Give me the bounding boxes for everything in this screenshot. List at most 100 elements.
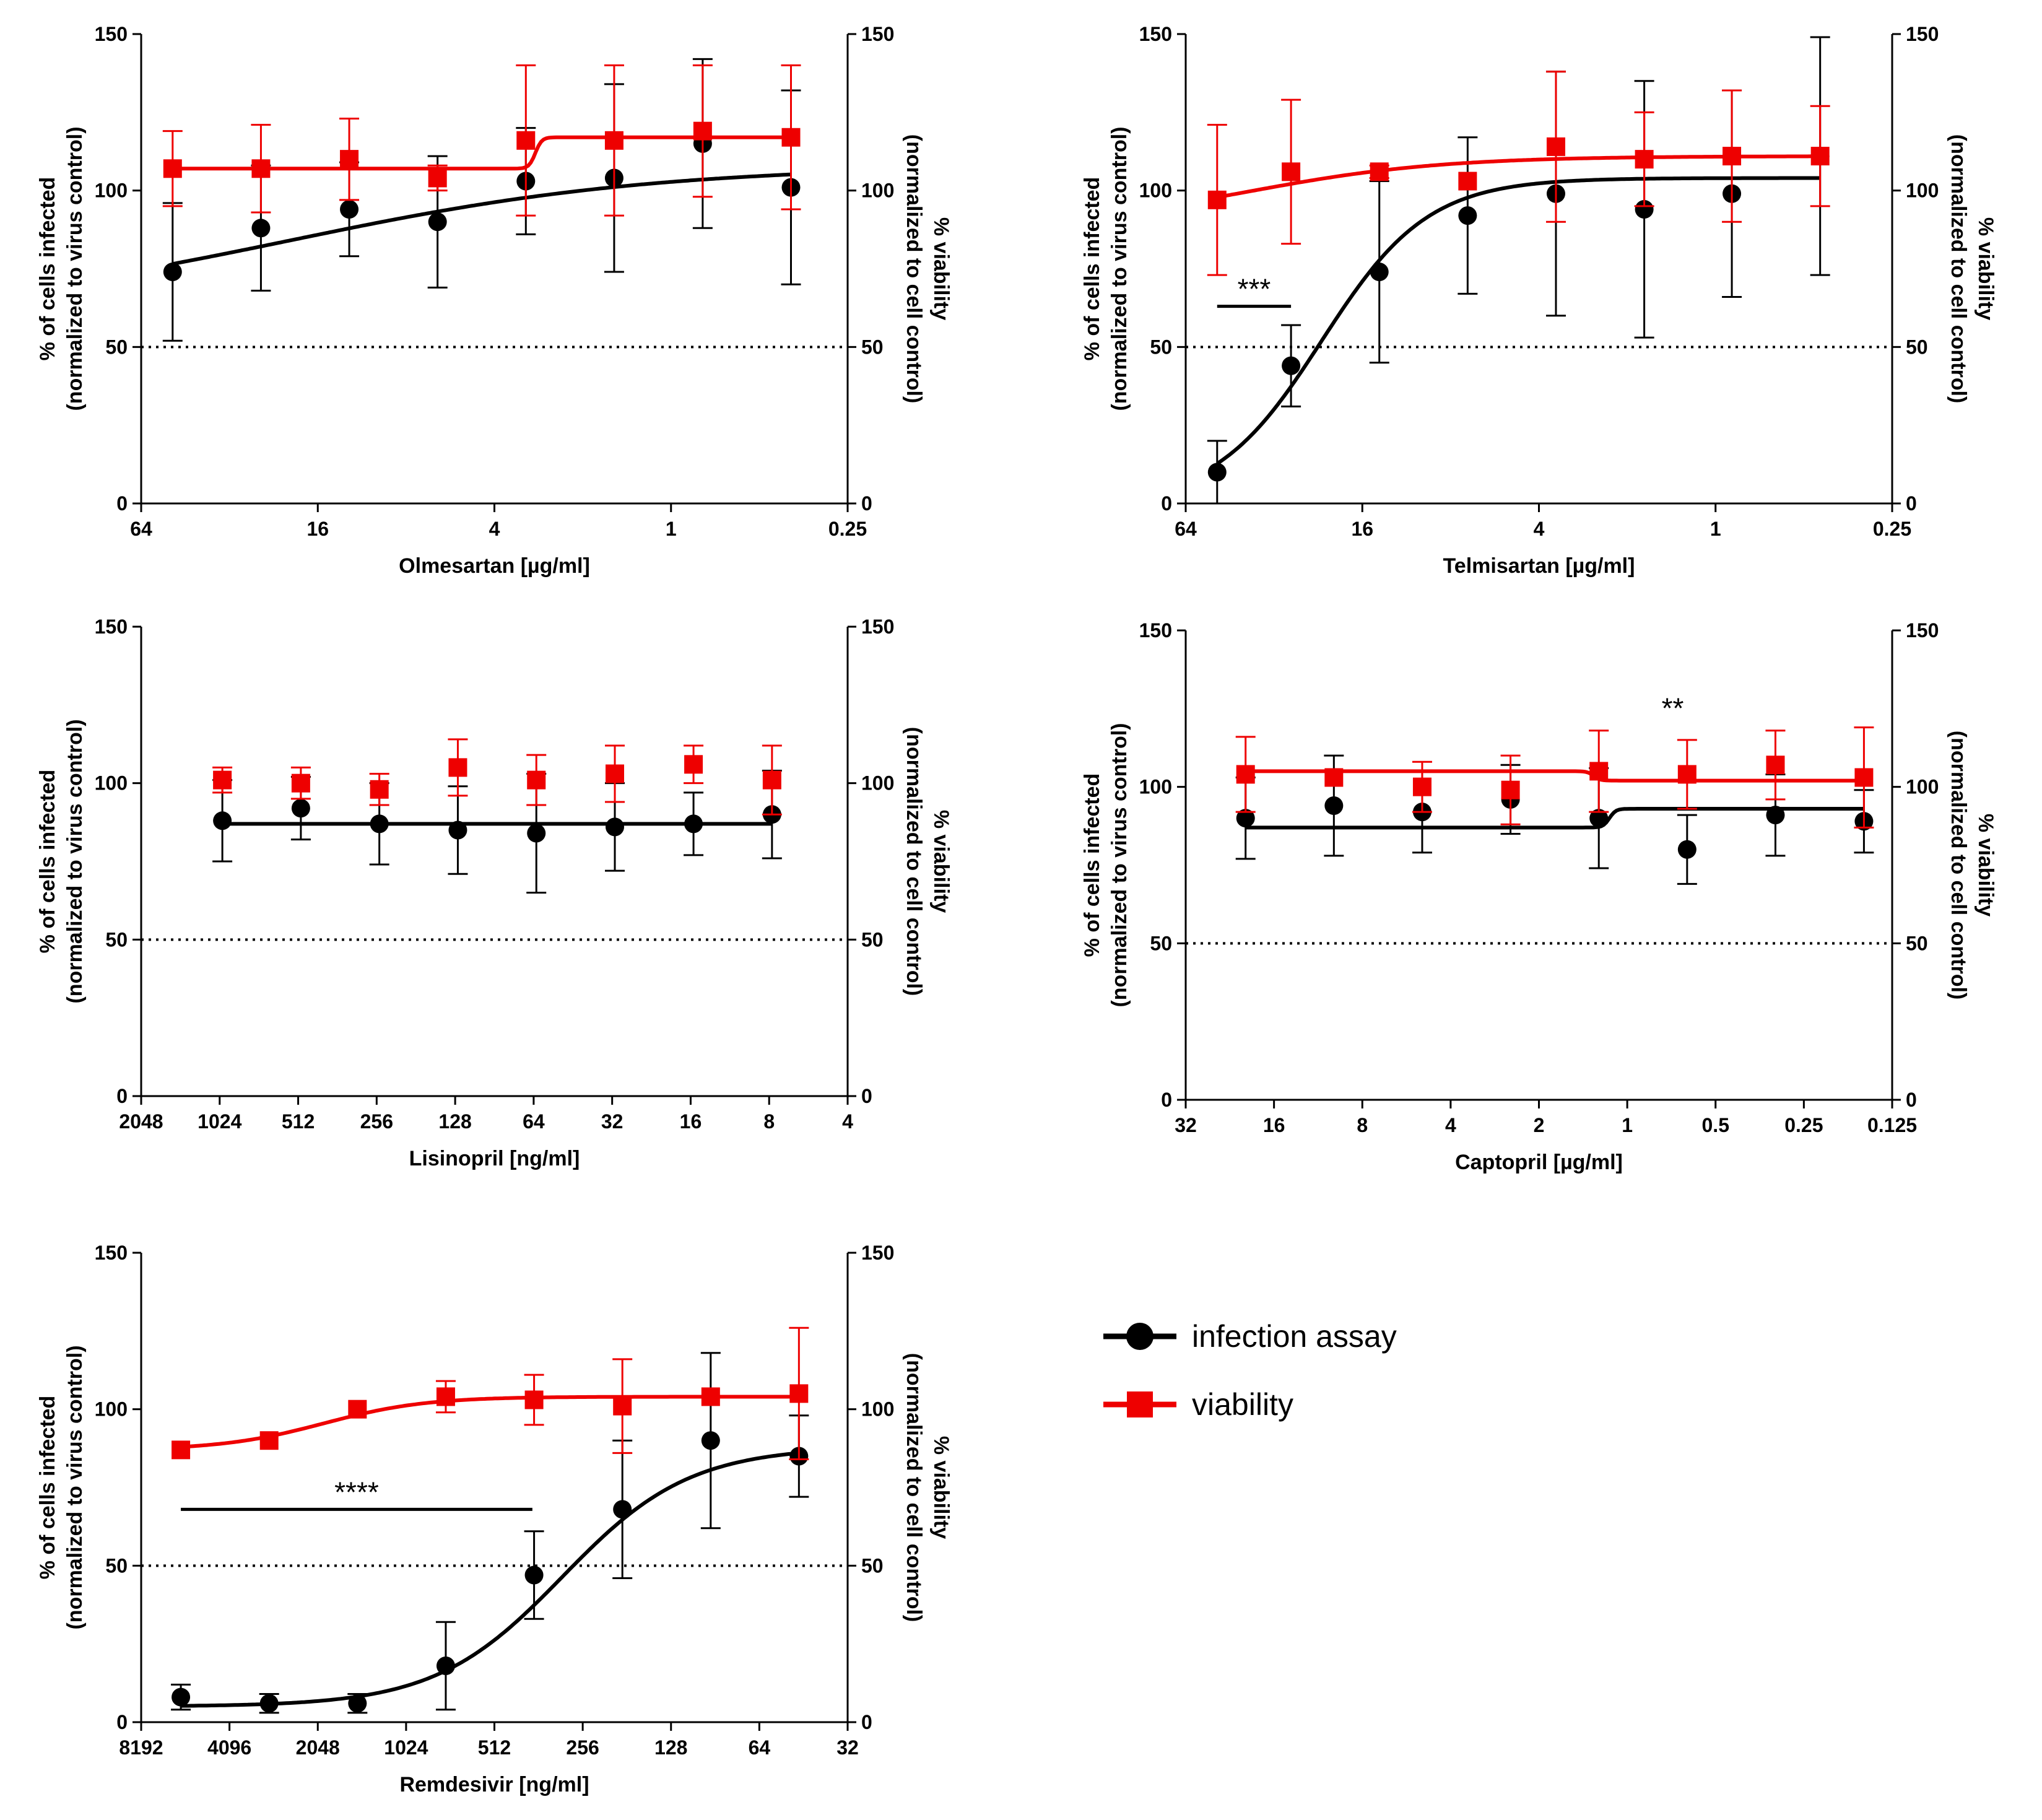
x-tick-label: 4 xyxy=(842,1110,853,1133)
series-viability xyxy=(1207,71,1830,276)
y-tick-label-left: 150 xyxy=(95,616,128,638)
data-point xyxy=(340,150,359,169)
y-axis-label-line2: (normalized to virus control) xyxy=(63,719,87,1003)
data-point xyxy=(1236,809,1255,828)
data-point xyxy=(291,773,310,793)
y-tick-label-right: 100 xyxy=(1906,776,1939,798)
data-point xyxy=(1324,796,1344,815)
data-point xyxy=(1677,765,1697,784)
series-infection xyxy=(1207,36,1830,505)
x-tick-label: 1024 xyxy=(198,1110,241,1133)
chart-remdesivir: 0 0 50 50 100 100 150 150 8192 4096 2048 1024 512 256… xyxy=(36,1242,953,1796)
y-tick-label-left: 150 xyxy=(1139,619,1172,642)
y-tick-label-left: 100 xyxy=(1139,776,1172,798)
y2-axis-label-line1: % viability xyxy=(1974,217,1997,320)
series-viability xyxy=(162,64,801,217)
y-axis-label-line2: (normalized to virus control) xyxy=(1108,126,1131,411)
data-point xyxy=(1207,190,1227,209)
y-tick-label-right: 150 xyxy=(861,1242,894,1264)
data-point xyxy=(524,1565,544,1585)
x-tick-label: 4 xyxy=(1445,1114,1456,1136)
y2-axis-label-line1: % viability xyxy=(929,217,953,320)
data-point xyxy=(163,159,182,178)
x-tick-label: 16 xyxy=(1351,518,1373,540)
data-point xyxy=(684,755,703,774)
y-tick-label-right: 0 xyxy=(861,492,872,515)
data-point xyxy=(448,758,467,777)
data-point xyxy=(213,811,232,830)
y-tick-label-right: 50 xyxy=(861,1554,884,1577)
legend-marker-infection xyxy=(1126,1323,1154,1350)
y-tick-label-left: 100 xyxy=(95,180,128,202)
y-tick-label-right: 100 xyxy=(1906,180,1939,202)
y-tick-label-right: 0 xyxy=(861,1085,872,1107)
chart-lisinopril: 0 0 50 50 100 100 150 150 2048 1024 512 256 128 64 32 1… xyxy=(36,616,953,1170)
y-tick-label-left: 150 xyxy=(1139,23,1172,45)
series-infection xyxy=(162,58,801,342)
x-tick-label: 128 xyxy=(654,1736,687,1759)
data-point xyxy=(1677,840,1697,859)
y-tick-label-left: 0 xyxy=(1161,1089,1172,1111)
data-point xyxy=(259,1694,279,1713)
y-tick-label-right: 150 xyxy=(861,616,894,638)
y-axis-label-line1: % of cells infected xyxy=(36,770,59,954)
data-point xyxy=(516,131,536,150)
y-tick-label-left: 100 xyxy=(95,772,128,795)
y-tick-label-left: 0 xyxy=(116,492,128,515)
y-tick-label-right: 50 xyxy=(861,336,884,358)
chart-telmisartan: 0 0 50 50 100 100 150 150 64 16 4 1 0.25 Telmisartan … xyxy=(1080,23,1997,578)
data-point xyxy=(1207,463,1227,482)
fit-curve xyxy=(1245,807,1864,830)
x-tick-label: 2048 xyxy=(119,1110,163,1133)
data-point xyxy=(684,814,703,834)
x-tick-label: 64 xyxy=(1175,518,1197,540)
series-infection xyxy=(212,769,782,894)
x-tick-label: 0.25 xyxy=(1873,518,1911,540)
y-axis-label-line1: % of cells infected xyxy=(1080,177,1104,361)
x-axis-label: Remdesivir [ng/ml] xyxy=(399,1773,589,1796)
data-point xyxy=(1589,809,1609,828)
data-point xyxy=(1766,755,1785,775)
y-tick-label-left: 50 xyxy=(1150,336,1172,358)
y-tick-label-left: 50 xyxy=(105,928,128,951)
data-point xyxy=(428,168,447,188)
x-axis-label: Olmesartan [µg/ml] xyxy=(399,554,590,578)
y-tick-label-left: 0 xyxy=(116,1711,128,1733)
data-point xyxy=(259,1431,279,1450)
legend-label-viability: viability xyxy=(1192,1387,1293,1422)
data-point xyxy=(781,128,801,147)
y-tick-label-right: 50 xyxy=(1906,932,1928,954)
data-point xyxy=(1282,356,1301,375)
y-tick-label-right: 150 xyxy=(1906,23,1939,45)
x-tick-label: 1024 xyxy=(384,1736,428,1759)
x-tick-label: 8192 xyxy=(119,1736,163,1759)
data-point xyxy=(1546,137,1565,156)
y2-axis-label-line1: % viability xyxy=(929,1436,953,1539)
y-tick-label-left: 50 xyxy=(105,336,128,358)
data-point xyxy=(1810,147,1830,166)
y-tick-label-left: 0 xyxy=(1161,492,1172,515)
data-point xyxy=(693,121,712,141)
x-tick-label: 256 xyxy=(360,1110,393,1133)
y2-axis-label-line2: (normalized to cell control) xyxy=(1947,134,1970,403)
data-point xyxy=(762,770,781,790)
data-point xyxy=(448,821,467,840)
y-tick-label-left: 150 xyxy=(95,23,128,45)
x-tick-label: 32 xyxy=(836,1736,859,1759)
data-point xyxy=(701,1431,720,1450)
fit-curve xyxy=(180,1395,799,1449)
y-tick-label-right: 0 xyxy=(861,1711,872,1733)
series-infection xyxy=(171,1352,809,1714)
fit-curve xyxy=(1216,176,1820,466)
x-tick-label: 64 xyxy=(130,518,152,540)
significance-label: **** xyxy=(334,1476,379,1508)
x-tick-label: 4 xyxy=(489,518,500,540)
x-tick-label: 4096 xyxy=(207,1736,251,1759)
data-point xyxy=(701,1387,720,1406)
legend-marker-viability xyxy=(1127,1391,1153,1417)
x-tick-label: 16 xyxy=(680,1110,702,1133)
x-axis-label: Lisinopril [ng/ml] xyxy=(409,1147,580,1170)
fit-curve xyxy=(172,135,791,171)
y-axis-label-line1: % of cells infected xyxy=(1080,773,1104,957)
legend-item-viability: viability xyxy=(1103,1387,1293,1422)
